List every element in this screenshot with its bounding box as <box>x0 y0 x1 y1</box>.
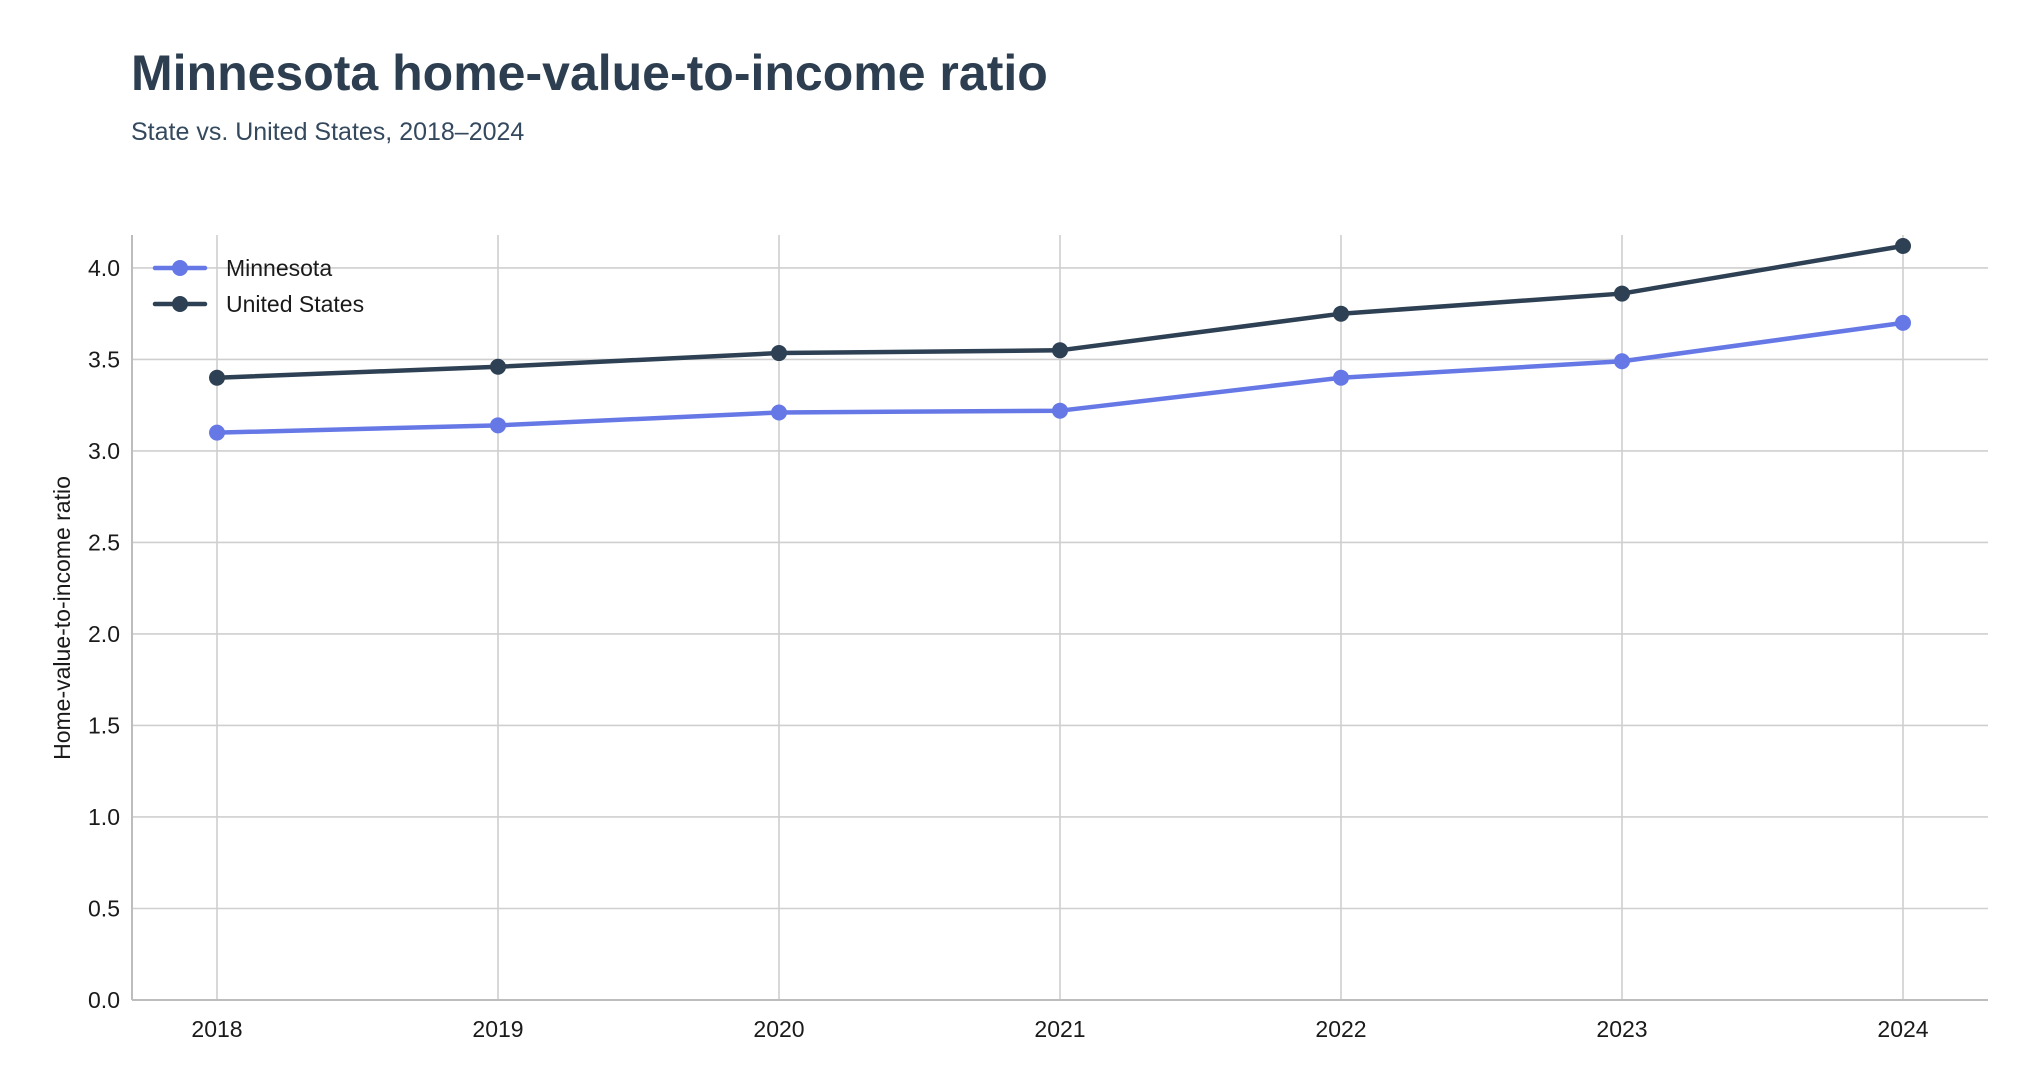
legend: Minnesota United States <box>152 255 364 317</box>
y-tick-label: 4.0 <box>88 255 120 281</box>
y-tick-label: 0.5 <box>88 895 120 921</box>
legend-swatch-marker <box>172 260 188 276</box>
y-tick-label: 2.5 <box>88 529 120 555</box>
data-point <box>490 417 506 434</box>
x-tick-label: 2020 <box>753 1016 804 1042</box>
x-tick-label: 2018 <box>191 1016 242 1042</box>
data-point <box>1614 353 1630 370</box>
data-point <box>209 424 225 441</box>
legend-swatch-marker <box>172 296 188 312</box>
chart-subtitle: State vs. United States, 2018–2024 <box>131 118 524 146</box>
x-tick-label: 2022 <box>1315 1016 1366 1042</box>
y-tick-label: 3.5 <box>88 346 120 372</box>
data-point <box>1895 314 1911 331</box>
data-point <box>1333 369 1349 386</box>
data-point <box>1052 342 1068 359</box>
data-point <box>771 345 787 362</box>
x-tick-label: 2023 <box>1596 1016 1647 1042</box>
data-point <box>209 369 225 386</box>
legend-label: United States <box>226 291 364 317</box>
data-point <box>1052 402 1068 419</box>
y-axis-label: Home-value-to-income ratio <box>49 476 75 760</box>
series <box>209 237 1911 441</box>
chart-title: Minnesota home-value-to-income ratio <box>131 45 1048 101</box>
data-point <box>771 404 787 421</box>
data-point <box>1333 305 1349 322</box>
data-point <box>490 358 506 375</box>
legend-item: Minnesota <box>152 255 332 281</box>
x-tick-label: 2021 <box>1034 1016 1085 1042</box>
legend-label: Minnesota <box>226 255 332 281</box>
data-point <box>1895 237 1911 254</box>
y-tick-label: 1.5 <box>88 712 120 738</box>
y-tick-label: 3.0 <box>88 438 120 464</box>
axes <box>131 235 1988 1001</box>
y-tick-label: 1.0 <box>88 804 120 830</box>
series-united-states <box>209 237 1911 386</box>
x-tick-label: 2024 <box>1877 1016 1928 1042</box>
y-tick-label: 2.0 <box>88 621 120 647</box>
data-point <box>1614 285 1630 302</box>
y-tick-label: 0.0 <box>88 987 120 1013</box>
series-minnesota <box>209 314 1911 441</box>
legend-item: United States <box>152 291 364 317</box>
tick-labels: 0.0 0.5 1.0 1.5 2.0 2.5 3.0 3.5 4.0 2018 2019 2020 2… <box>88 255 1929 1042</box>
x-tick-label: 2019 <box>472 1016 523 1042</box>
